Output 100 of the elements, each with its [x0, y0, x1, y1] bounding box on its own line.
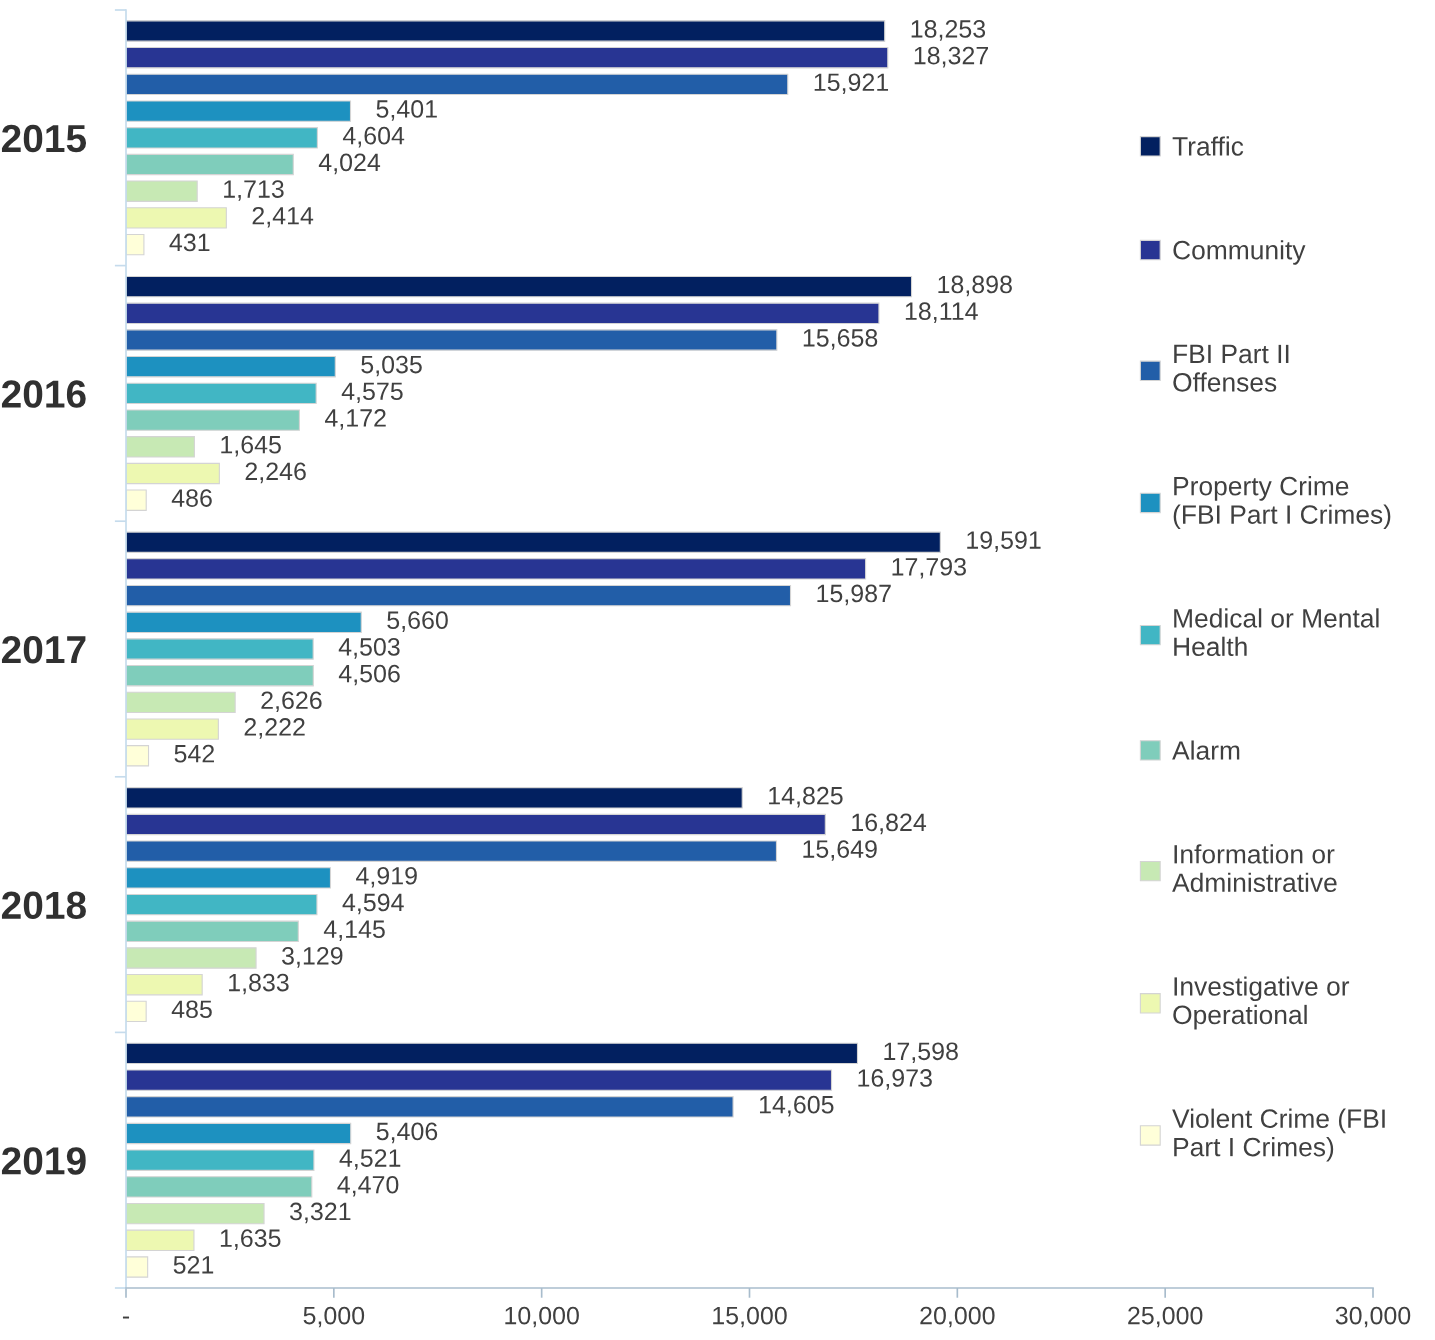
data-label: 1,833 — [229, 973, 289, 995]
bar — [126, 584, 792, 607]
data-label: 485 — [171, 1000, 212, 1019]
data-label: 4,575 — [341, 382, 403, 404]
x-tick-label: 15,000 — [713, 1306, 787, 1328]
data-label: 15,658 — [803, 329, 878, 350]
bar — [126, 1256, 149, 1278]
x-tick-label: 20,000 — [920, 1306, 995, 1328]
data-label: 3,321 — [290, 1202, 351, 1224]
data-label: 1,713 — [224, 180, 284, 201]
data-label: 431 — [169, 233, 210, 252]
x-tick-label: - — [122, 1316, 130, 1319]
data-label: 15,921 — [814, 73, 889, 95]
data-label: 542 — [174, 744, 214, 763]
bar — [126, 1000, 147, 1023]
bar — [126, 302, 880, 325]
y-tick-label: 2018 — [1, 891, 86, 920]
data-label: 5,035 — [361, 355, 422, 377]
x-tick-label: 30,000 — [1335, 1306, 1411, 1328]
data-label: 18,327 — [914, 46, 988, 68]
bar — [126, 611, 362, 634]
x-tick-label: 25,000 — [1128, 1306, 1203, 1328]
bar — [126, 947, 257, 969]
data-label: 486 — [171, 489, 212, 507]
data-label: 14,825 — [769, 786, 843, 808]
bar — [126, 233, 145, 256]
data-label: 16,973 — [858, 1069, 932, 1090]
bar — [126, 1069, 833, 1091]
data-label: 5,660 — [387, 611, 448, 632]
bar — [126, 558, 867, 580]
data-label: 2,414 — [252, 206, 314, 228]
y-tick-label: 2019 — [1, 1147, 86, 1175]
y-tick-label: 2017 — [1, 635, 86, 664]
bar — [126, 531, 941, 553]
data-label: 1,645 — [221, 435, 281, 457]
legend-label: Violent Crime (FBI Part I Crimes) — [1172, 1108, 1385, 1162]
bar — [126, 638, 314, 660]
bar — [126, 691, 236, 714]
data-label: 4,024 — [318, 153, 381, 175]
legend-label: FBI Part II Offenses — [1173, 344, 1289, 392]
y-tick-label: 2015 — [1, 124, 87, 153]
bar — [126, 920, 299, 942]
legend-label: Alarm — [1172, 740, 1240, 760]
data-label: 17,793 — [892, 557, 966, 579]
data-label: 17,598 — [884, 1042, 958, 1064]
data-label: 4,604 — [342, 126, 405, 148]
bar — [126, 329, 778, 351]
bar — [126, 1042, 859, 1065]
bar — [126, 489, 147, 511]
data-label: 4,145 — [323, 920, 385, 941]
data-label: 14,605 — [759, 1095, 834, 1117]
data-label: 15,987 — [817, 584, 891, 606]
data-label: 18,114 — [905, 302, 978, 323]
bar — [126, 47, 889, 69]
bar — [126, 462, 220, 485]
y-tick-label: 2016 — [1, 380, 86, 408]
legend-label: Property Crime (FBI Part I Crimes) — [1173, 476, 1391, 530]
bar — [126, 275, 913, 298]
bar — [126, 840, 778, 862]
data-label: 4,594 — [342, 893, 404, 915]
data-label: 2,626 — [261, 691, 322, 713]
bar — [126, 813, 826, 836]
data-label: 19,591 — [967, 531, 1041, 552]
data-label: 5,406 — [376, 1122, 438, 1144]
bar — [126, 127, 318, 149]
bar — [126, 100, 352, 122]
data-label: 4,521 — [339, 1149, 401, 1170]
bar — [126, 436, 195, 458]
data-label: 1,635 — [220, 1229, 281, 1250]
legend-label: Investigative or Operational — [1173, 976, 1350, 1030]
data-label: 4,470 — [337, 1175, 399, 1197]
bar — [126, 787, 743, 809]
data-label: 2,246 — [245, 462, 306, 484]
bar — [126, 1176, 313, 1198]
data-label: 18,898 — [938, 275, 1012, 297]
data-label: 15,649 — [803, 840, 877, 861]
bar — [126, 664, 314, 687]
bar — [126, 1149, 315, 1171]
bar — [126, 973, 203, 996]
legend-label: Information or Administrative — [1172, 844, 1337, 893]
legend-label: Medical or Mental Health — [1174, 608, 1379, 657]
bar — [126, 1096, 734, 1118]
data-label: 4,172 — [324, 409, 386, 430]
data-label: 521 — [173, 1255, 214, 1274]
bar — [126, 153, 294, 176]
data-label: 4,503 — [338, 638, 400, 659]
bar — [126, 1229, 195, 1251]
bar — [126, 409, 300, 431]
x-tick-label: 10,000 — [505, 1306, 579, 1328]
bar — [126, 1122, 352, 1145]
bar — [126, 893, 318, 916]
bar — [126, 180, 198, 202]
x-tick-label: 5,000 — [303, 1306, 365, 1328]
data-label: 18,253 — [911, 20, 986, 41]
bar — [126, 745, 150, 767]
bar — [126, 718, 219, 740]
data-label: 4,506 — [338, 664, 400, 686]
bar — [126, 73, 789, 96]
bar — [126, 1202, 265, 1225]
legend-label: Traffic — [1172, 136, 1244, 156]
